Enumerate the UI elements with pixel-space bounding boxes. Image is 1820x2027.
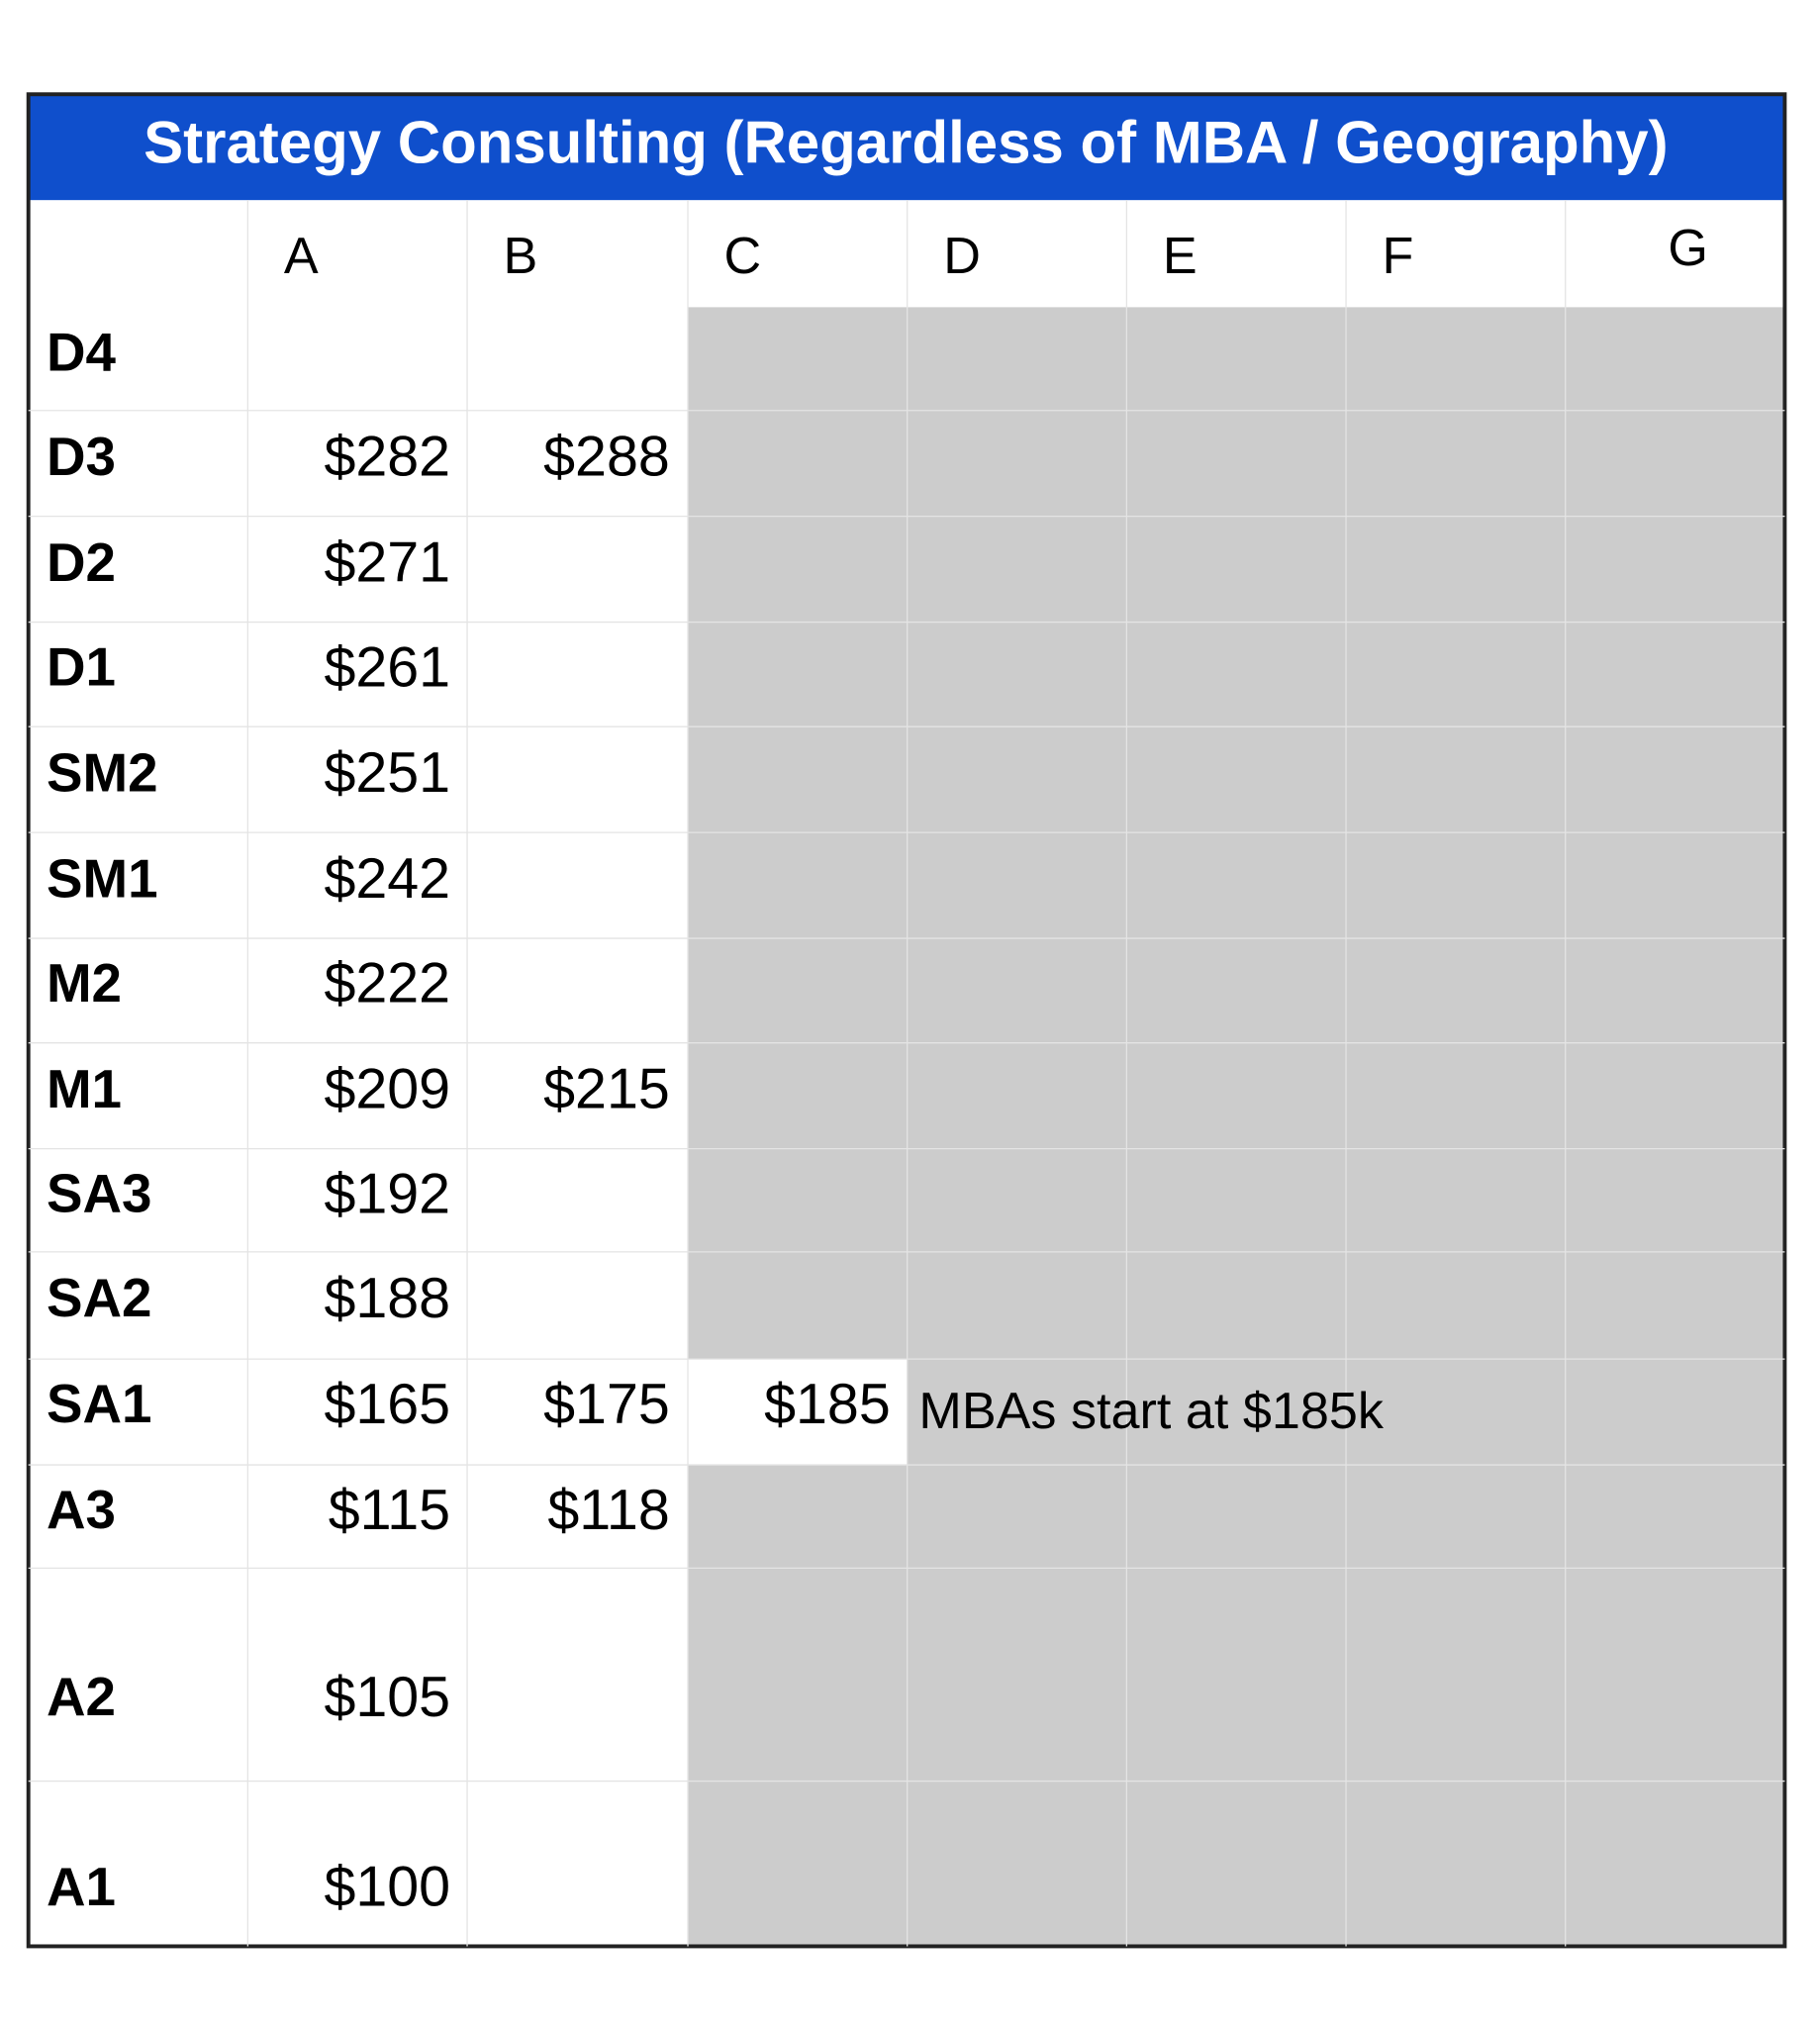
cell-value: $282 bbox=[324, 426, 450, 489]
row-label: SA3 bbox=[47, 1163, 152, 1224]
column-header: F bbox=[1383, 228, 1414, 285]
cell-value: $242 bbox=[324, 847, 450, 911]
row-label: A3 bbox=[47, 1479, 116, 1540]
column-header: A bbox=[284, 228, 319, 285]
column-header: E bbox=[1163, 228, 1197, 285]
table-title: Strategy Consulting (Regardless of MBA /… bbox=[144, 110, 1668, 176]
cell-value: $261 bbox=[324, 635, 450, 699]
cell-value: $100 bbox=[324, 1856, 450, 1919]
cell-value: $165 bbox=[324, 1373, 450, 1436]
row-label: D4 bbox=[47, 321, 117, 382]
row-label: D1 bbox=[47, 636, 116, 698]
cell-value: $188 bbox=[324, 1267, 450, 1330]
highlight-cell bbox=[688, 1359, 908, 1466]
cell-value: $192 bbox=[324, 1162, 450, 1225]
shaded-area bbox=[688, 307, 1785, 1947]
row-label: M1 bbox=[47, 1058, 122, 1119]
row-label: A2 bbox=[47, 1666, 116, 1727]
title-bar bbox=[28, 94, 1785, 201]
cell-value: $185 bbox=[764, 1373, 891, 1436]
cell-value: $105 bbox=[324, 1666, 450, 1729]
row-label: SM2 bbox=[47, 742, 158, 804]
row-label: D3 bbox=[47, 426, 116, 487]
row-label: SA2 bbox=[47, 1267, 152, 1328]
annotation: MBAs start at $185k bbox=[918, 1383, 1384, 1440]
cell-value: $215 bbox=[543, 1058, 670, 1121]
cell-value: $115 bbox=[329, 1479, 450, 1542]
row-label: SA1 bbox=[47, 1373, 152, 1434]
column-header: B bbox=[504, 228, 538, 285]
cell-value: $271 bbox=[324, 531, 450, 595]
column-header: G bbox=[1668, 220, 1708, 277]
row-label: M2 bbox=[47, 952, 122, 1014]
cell-value: $175 bbox=[543, 1373, 670, 1436]
cell-value: $222 bbox=[324, 952, 450, 1015]
cell-value: $118 bbox=[547, 1479, 669, 1542]
row-label: D2 bbox=[47, 531, 116, 593]
column-header: C bbox=[724, 228, 762, 285]
row-label: SM1 bbox=[47, 847, 158, 909]
cell-value: $288 bbox=[543, 426, 670, 489]
column-header: D bbox=[943, 228, 981, 285]
cell-value: $251 bbox=[324, 741, 450, 805]
cell-value: $209 bbox=[324, 1058, 450, 1121]
row-label: A1 bbox=[47, 1856, 116, 1917]
